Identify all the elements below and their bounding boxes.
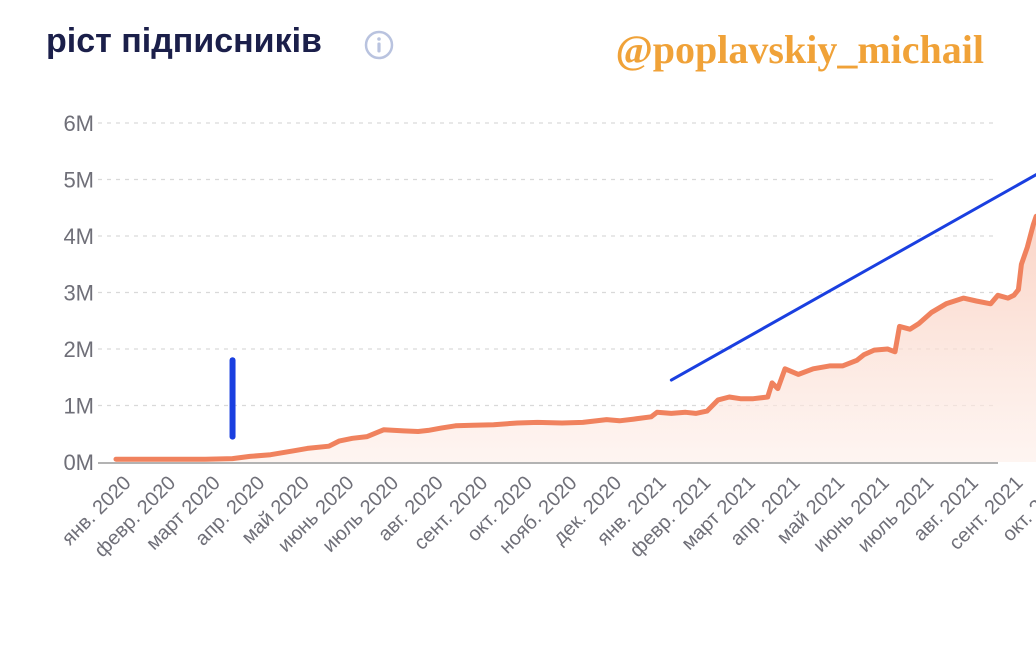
series-line [113,213,1036,462]
y-tick-label: 0M [63,450,94,475]
watermark-handle: @poplavskiy_michail [615,27,984,72]
series-area [116,216,1036,462]
series-line-layer [113,213,1036,462]
chart-title: ріст підписників [46,22,322,60]
y-tick-label: 4M [63,224,94,249]
area-fill-layer [116,216,1036,462]
annotation-trend-line [669,173,1036,382]
y-tick-label: 1M [63,394,94,419]
y-tick-label: 3M [63,281,94,306]
y-tick-label: 5M [63,168,94,193]
annotations [229,173,1036,440]
y-tick-label: 2M [63,337,94,362]
info-circle-icon[interactable] [364,30,394,60]
y-tick-label: 6M [63,111,94,136]
